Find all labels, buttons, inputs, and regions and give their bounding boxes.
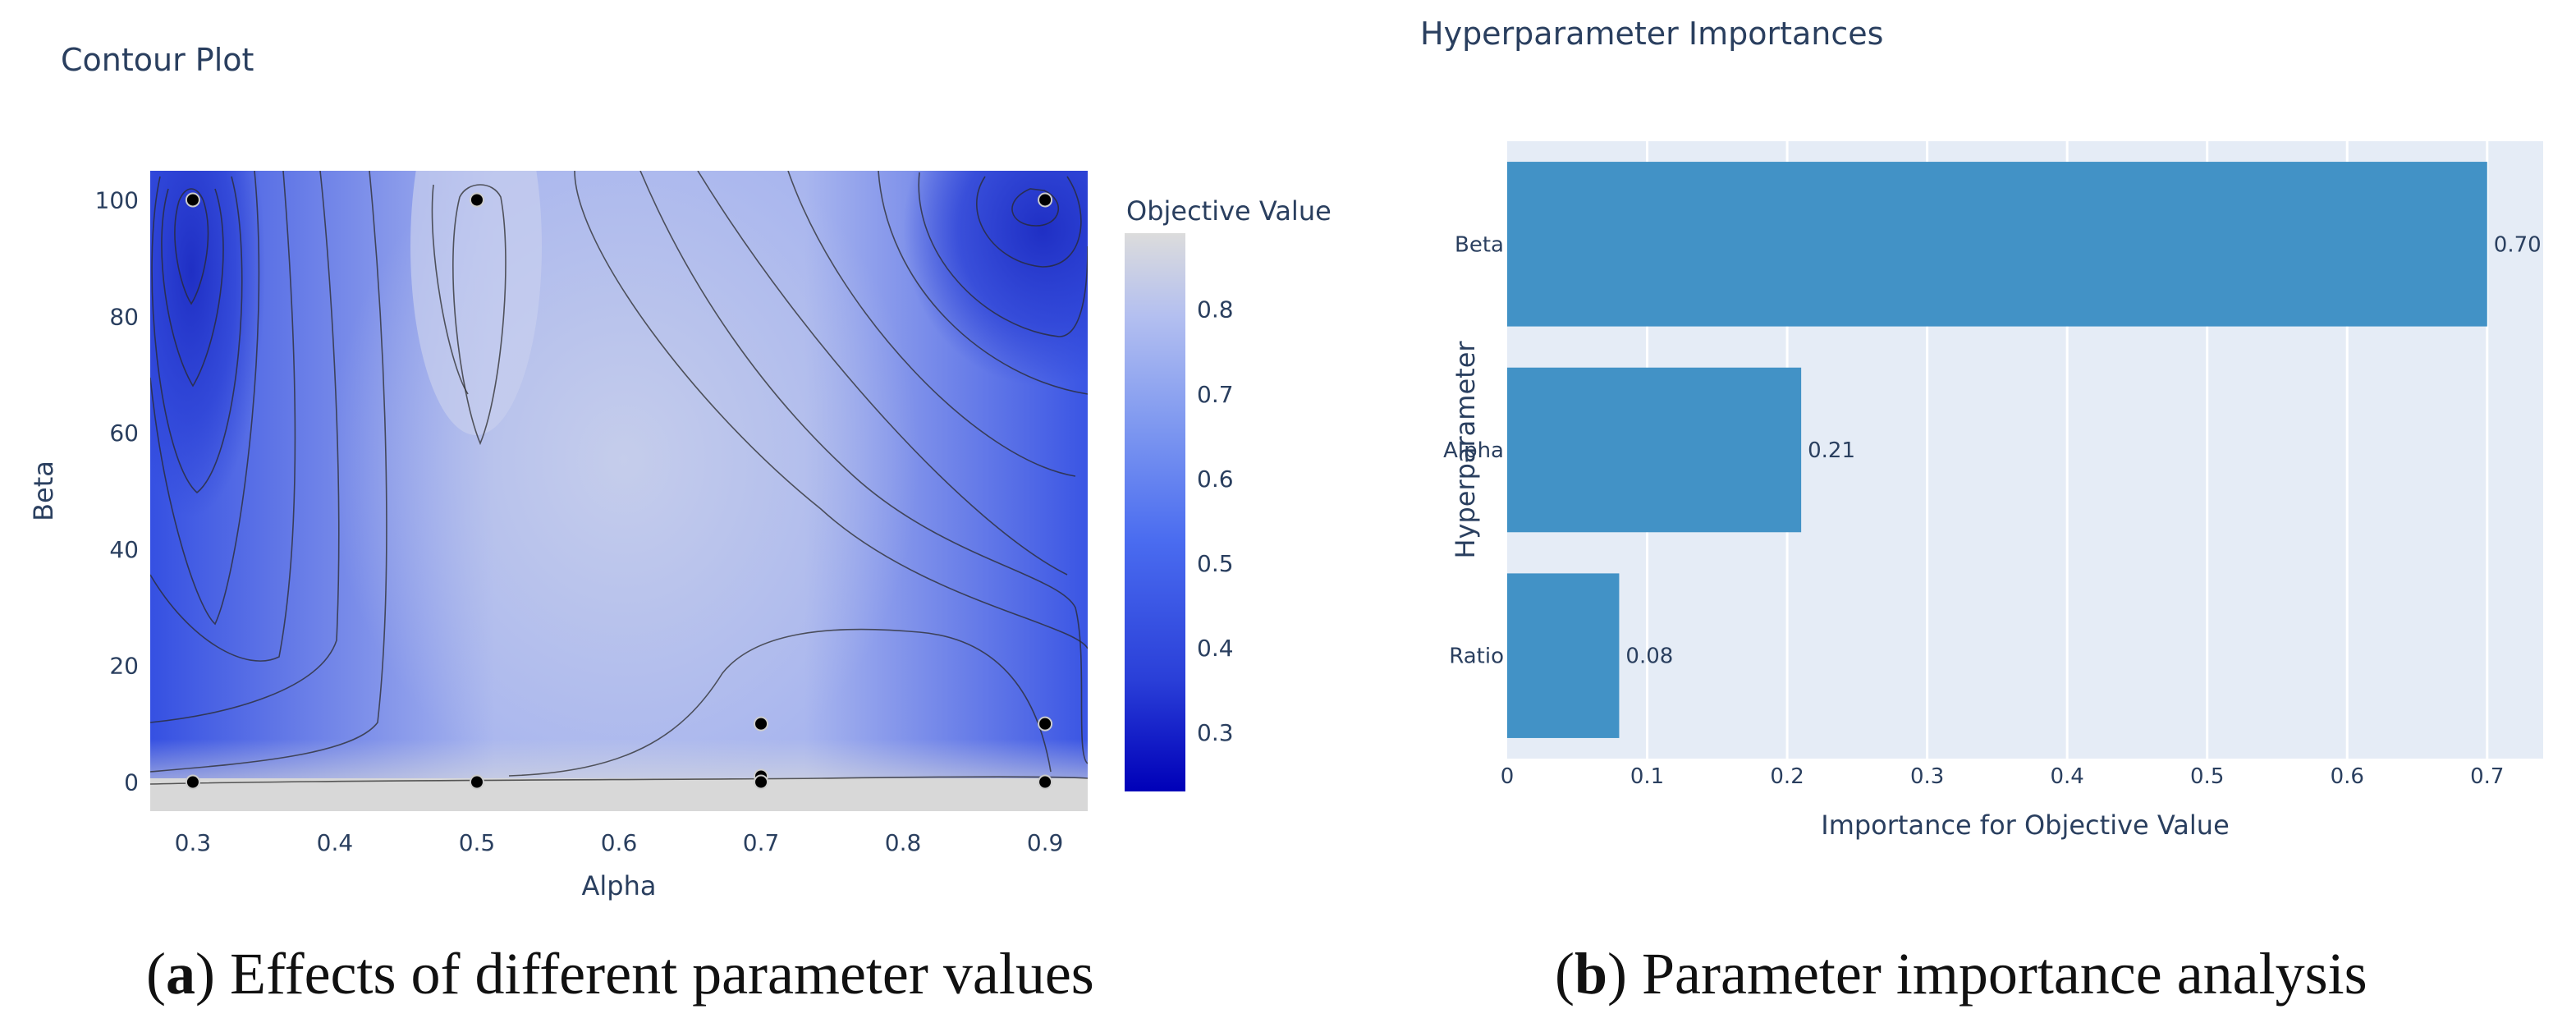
contour-panel: Contour Plot — [28, 42, 1332, 1007]
bar-value-label-ratio: 0.08 — [1625, 644, 1673, 669]
contour-title: Contour Plot — [61, 42, 254, 78]
importance-x-ticks: 0 0.1 0.2 0.3 0.4 0.5 0.6 0.7 — [1501, 764, 2505, 789]
caption-a-text: Effects of different parameter values — [214, 941, 1094, 1007]
trial-point-1 — [469, 192, 484, 208]
caption-b: (b) Parameter importance analysis — [1555, 941, 2367, 1007]
bar-value-label-alpha: 0.21 — [1808, 438, 1855, 463]
importance-y-label: Hyperparameter — [1450, 341, 1481, 559]
colorbar-tick-label-2: 0.5 — [1197, 550, 1234, 577]
trial-point-9 — [1038, 774, 1053, 790]
colorbar-ticks: 0.3 0.4 0.5 0.6 0.7 0.8 — [1197, 296, 1234, 746]
y-tick-label-0: 0 — [124, 769, 139, 796]
caption-b-label: b — [1574, 941, 1608, 1007]
caption-a-label: a — [165, 941, 195, 1007]
colorbar-tick-label-3: 0.6 — [1197, 466, 1234, 493]
category-label-beta: Beta — [1455, 232, 1504, 257]
trial-point-3 — [754, 716, 769, 732]
x-tick-label-5: 0.8 — [885, 829, 922, 856]
importance-title: Hyperparameter Importances — [1420, 16, 1883, 52]
colorbar-tick-label-4: 0.7 — [1197, 381, 1234, 408]
x-tick-label-1: 0.4 — [317, 829, 354, 856]
caption-b-text: Parameter importance analysis — [1627, 941, 2367, 1007]
x-tick-label-0: 0.3 — [175, 829, 212, 856]
caption-a: (a) Effects of different parameter value… — [146, 941, 1094, 1007]
colorbar-title: Objective Value — [1126, 195, 1332, 227]
x-axis-label: Alpha — [582, 870, 657, 901]
importance-x-tick-2: 0.2 — [1770, 764, 1804, 789]
colorbar-tick-label-0: 0.3 — [1197, 719, 1234, 746]
trial-points — [185, 192, 1053, 790]
category-label-ratio: Ratio — [1449, 644, 1504, 669]
x-tick-label-4: 0.7 — [743, 829, 780, 856]
x-axis-ticks: 0.3 0.4 0.5 0.6 0.7 0.8 0.9 — [175, 829, 1064, 856]
colorbar-tick-label-5: 0.8 — [1197, 296, 1234, 323]
y-axis-ticks: 0 20 40 60 80 100 — [95, 186, 139, 796]
x-tick-label-2: 0.5 — [459, 829, 496, 856]
trial-point-4 — [1038, 716, 1053, 732]
y-tick-label-2: 40 — [109, 536, 139, 563]
category-label-alpha: Alpha — [1443, 438, 1504, 463]
trial-point-7 — [185, 774, 200, 790]
trial-point-8 — [469, 774, 484, 790]
colorbar — [1125, 233, 1185, 791]
importance-x-tick-3: 0.3 — [1910, 764, 1944, 789]
importance-x-label: Importance for Objective Value — [1821, 810, 2230, 841]
importance-x-tick-6: 0.6 — [2331, 764, 2364, 789]
bar-beta — [1507, 162, 2487, 327]
trial-point-0 — [185, 192, 200, 208]
y-tick-label-1: 20 — [109, 653, 139, 680]
x-tick-label-3: 0.6 — [601, 829, 638, 856]
colorbar-tick-label-1: 0.4 — [1197, 635, 1234, 662]
contour-lines — [150, 171, 1088, 785]
importance-bars: 0.70 Beta 0.21 Alpha 0.08 Ratio — [1443, 162, 2542, 738]
trial-point-6 — [754, 774, 769, 790]
importance-x-tick-4: 0.4 — [2050, 764, 2083, 789]
bar-ratio — [1507, 573, 1620, 738]
importance-panel: Hyperparameter Importances 0.70 Beta 0.21 A… — [1396, 0, 2576, 1029]
trial-point-2 — [1038, 192, 1053, 208]
importance-x-tick-1: 0.1 — [1630, 764, 1664, 789]
y-tick-label-4: 80 — [109, 303, 139, 330]
bar-alpha — [1507, 367, 1802, 533]
importance-chart: Hyperparameter Importances 0.70Beta0.21A… — [1420, 16, 2543, 841]
y-axis-label: Beta — [28, 461, 59, 521]
importance-x-tick-7: 0.7 — [2470, 764, 2504, 789]
y-tick-label-5: 100 — [95, 186, 139, 213]
bar-value-label-beta: 0.70 — [2494, 232, 2542, 257]
x-tick-label-6: 0.9 — [1027, 829, 1064, 856]
contour-plot: Contour Plot — [28, 42, 1332, 901]
importance-x-tick-0: 0 — [1501, 764, 1515, 789]
y-tick-label-3: 60 — [109, 420, 139, 447]
importance-x-tick-5: 0.5 — [2190, 764, 2224, 789]
